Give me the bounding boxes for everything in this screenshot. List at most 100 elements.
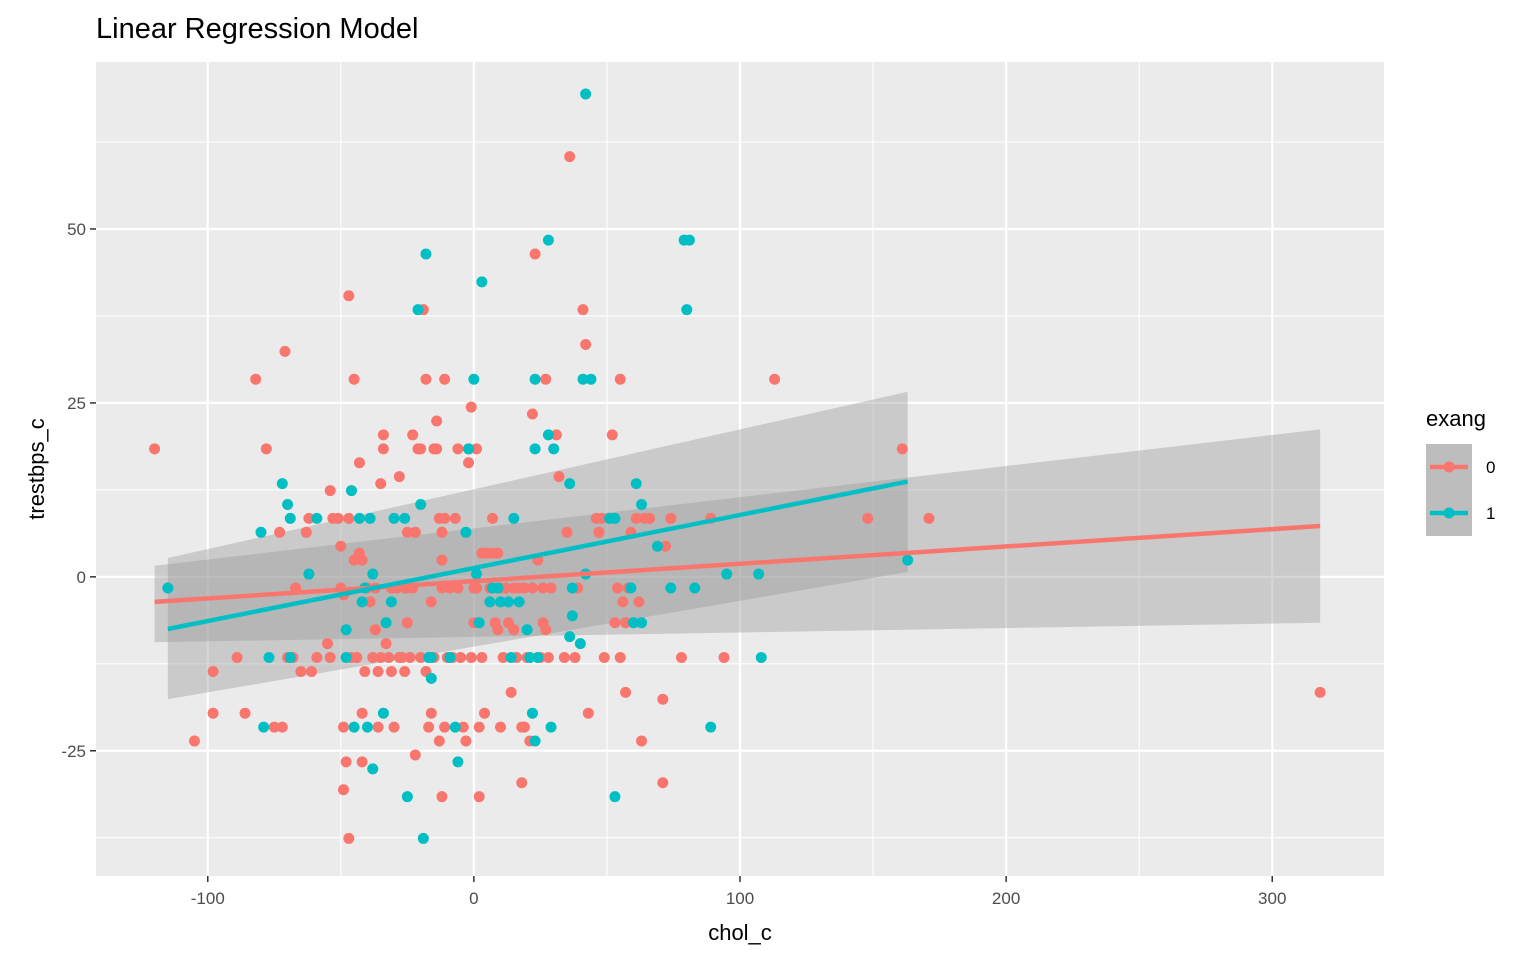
data-point-exang-0 — [380, 638, 392, 650]
data-point-exang-1 — [532, 652, 544, 664]
data-point-exang-0 — [593, 526, 605, 538]
data-point-exang-1 — [577, 373, 589, 385]
data-point-exang-0 — [415, 443, 427, 455]
data-point-exang-1 — [542, 234, 554, 246]
data-point-exang-0 — [769, 373, 781, 385]
data-point-exang-0 — [353, 457, 365, 469]
data-point-exang-0 — [505, 686, 517, 698]
data-point-exang-0 — [409, 749, 421, 761]
data-point-exang-0 — [239, 707, 251, 719]
data-point-exang-0 — [487, 512, 499, 524]
data-point-exang-0 — [630, 512, 642, 524]
data-point-exang-0 — [542, 652, 554, 664]
data-point-exang-0 — [526, 408, 538, 420]
data-point-exang-0 — [279, 345, 291, 357]
data-point-exang-0 — [372, 665, 384, 677]
data-point-exang-0 — [473, 721, 485, 733]
data-point-exang-0 — [540, 624, 552, 636]
data-point-exang-1 — [681, 304, 693, 316]
data-point-exang-1 — [665, 582, 677, 594]
data-point-exang-0 — [399, 665, 411, 677]
data-point-exang-1 — [755, 652, 767, 664]
legend-key-point — [1443, 461, 1455, 473]
data-point-exang-1 — [902, 554, 914, 566]
data-point-exang-1 — [609, 512, 621, 524]
data-point-exang-0 — [439, 373, 451, 385]
data-point-exang-0 — [537, 582, 549, 594]
data-point-exang-0 — [465, 652, 477, 664]
data-point-exang-1 — [524, 652, 536, 664]
data-point-exang-0 — [518, 721, 530, 733]
data-point-exang-0 — [356, 707, 368, 719]
data-point-exang-1 — [468, 373, 480, 385]
data-point-exang-1 — [505, 652, 517, 664]
x-axis-ticks: -100 0 100 200 300 — [191, 876, 1286, 908]
data-point-exang-0 — [306, 665, 318, 677]
data-point-exang-0 — [582, 707, 594, 719]
data-point-exang-0 — [335, 540, 347, 552]
data-point-exang-1 — [753, 568, 765, 580]
data-point-exang-0 — [303, 512, 315, 524]
data-point-exang-1 — [705, 721, 717, 733]
data-point-exang-0 — [614, 652, 626, 664]
data-point-exang-0 — [188, 735, 200, 747]
scatter-points — [149, 88, 1326, 844]
data-point-exang-0 — [231, 652, 243, 664]
data-point-exang-1 — [471, 568, 483, 580]
data-point-exang-1 — [628, 617, 640, 629]
data-point-exang-0 — [633, 596, 645, 608]
data-point-exang-0 — [665, 512, 677, 524]
data-point-exang-0 — [598, 652, 610, 664]
data-point-exang-1 — [367, 763, 379, 775]
x-tick-label: -100 — [191, 889, 225, 908]
data-point-exang-1 — [476, 276, 488, 288]
data-point-exang-0 — [311, 652, 323, 664]
data-point-exang-1 — [460, 526, 472, 538]
data-point-exang-0 — [479, 707, 491, 719]
data-point-exang-0 — [609, 617, 621, 629]
data-point-exang-0 — [340, 756, 352, 768]
data-point-exang-0 — [492, 547, 504, 559]
data-point-exang-0 — [508, 624, 520, 636]
data-point-exang-0 — [364, 596, 376, 608]
data-point-exang-0 — [372, 721, 384, 733]
data-point-exang-1 — [282, 498, 294, 510]
data-point-exang-1 — [574, 638, 586, 650]
data-point-exang-0 — [385, 665, 397, 677]
data-point-exang-1 — [425, 672, 437, 684]
legend-key-point — [1443, 507, 1455, 519]
data-point-exang-0 — [452, 443, 464, 455]
data-point-exang-1 — [566, 610, 578, 622]
data-point-exang-1 — [521, 624, 533, 636]
data-point-exang-1 — [564, 631, 576, 643]
data-point-exang-0 — [465, 401, 477, 413]
regression-lines — [154, 479, 1321, 632]
chart-title: Linear Regression Model — [96, 13, 418, 45]
data-point-exang-0 — [300, 526, 312, 538]
data-point-exang-0 — [351, 652, 363, 664]
data-point-exang-1 — [284, 652, 296, 664]
data-point-exang-0 — [404, 652, 416, 664]
data-point-exang-0 — [457, 721, 469, 733]
x-axis-title: chol_c — [708, 920, 772, 945]
data-point-exang-0 — [659, 540, 671, 552]
data-point-exang-1 — [353, 512, 365, 524]
data-point-exang-0 — [862, 512, 874, 524]
data-point-exang-0 — [444, 582, 456, 594]
legend-label-exang-0: 0 — [1486, 458, 1495, 477]
data-point-exang-1 — [364, 512, 376, 524]
y-axis-title: trestbps_c — [24, 418, 49, 520]
data-point-exang-0 — [274, 526, 286, 538]
data-point-exang-0 — [564, 151, 576, 163]
data-point-exang-0 — [644, 512, 656, 524]
data-point-exang-0 — [337, 784, 349, 796]
data-point-exang-0 — [471, 582, 483, 594]
data-point-exang-0 — [343, 832, 355, 844]
data-point-exang-1 — [636, 498, 648, 510]
data-point-exang-1 — [449, 721, 461, 733]
legend-title: exang — [1426, 406, 1486, 431]
data-point-exang-0 — [375, 652, 387, 664]
data-point-exang-1 — [340, 624, 352, 636]
data-point-exang-0 — [250, 373, 262, 385]
